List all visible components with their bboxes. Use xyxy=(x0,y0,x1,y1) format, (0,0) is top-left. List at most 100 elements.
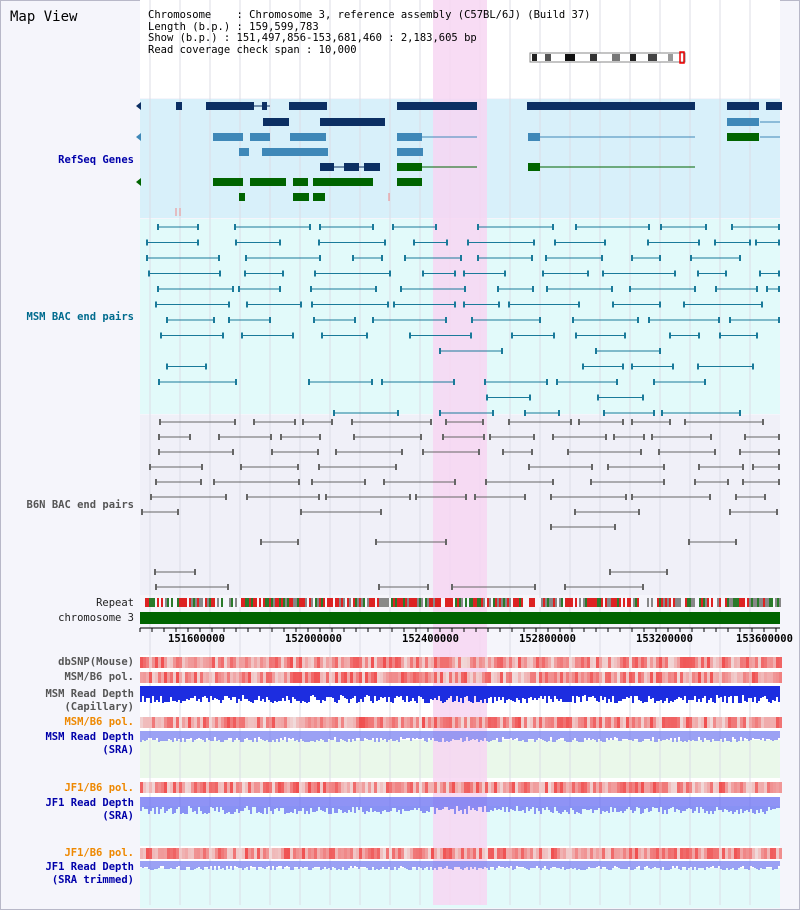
depth-bar xyxy=(242,797,244,811)
depth-bar xyxy=(534,686,536,698)
polymorphism-cell xyxy=(311,782,314,793)
repeat-mark xyxy=(761,598,763,607)
depth-bar xyxy=(456,731,458,740)
polymorphism-cell xyxy=(512,848,515,859)
depth-bar xyxy=(548,861,550,870)
polymorphism-cell xyxy=(593,672,596,683)
depth-bar xyxy=(726,731,728,741)
polymorphism-cell xyxy=(317,848,320,859)
depth-bar xyxy=(366,731,368,739)
polymorphism-cell xyxy=(599,672,602,683)
track-label-dbsnp: dbSNP(Mouse) xyxy=(58,656,134,668)
repeat-mark xyxy=(611,598,613,607)
depth-bar xyxy=(468,861,470,870)
polymorphism-cell xyxy=(608,717,611,728)
depth-bar xyxy=(498,686,500,697)
track-label-refseq[interactable]: RefSeq Genes xyxy=(58,154,134,166)
polymorphism-cell xyxy=(374,657,377,668)
track-label-jf1-depth-sra: JF1 Read Depth xyxy=(45,797,134,809)
polymorphism-cell xyxy=(581,782,584,793)
polymorphism-cell xyxy=(599,848,602,859)
polymorphism-cell xyxy=(590,782,593,793)
track-label-msm-bac[interactable]: MSM BAC end pairs xyxy=(26,311,134,323)
gene-block xyxy=(528,133,540,141)
polymorphism-cell xyxy=(578,782,581,793)
depth-bar xyxy=(522,861,524,867)
polymorphism-cell xyxy=(524,848,527,859)
repeat-mark xyxy=(159,598,161,607)
polymorphism-cell xyxy=(578,672,581,683)
polymorphism-cell xyxy=(512,717,515,728)
bac-end xyxy=(309,224,311,230)
polymorphism-cell xyxy=(287,782,290,793)
polymorphism-cell xyxy=(197,717,200,728)
polymorphism-cell xyxy=(398,782,401,793)
polymorphism-cell xyxy=(269,657,272,668)
polymorphism-cell xyxy=(620,717,623,728)
repeat-mark xyxy=(623,598,625,607)
depth-bar xyxy=(678,686,680,697)
depth-bar xyxy=(304,797,306,814)
polymorphism-cell xyxy=(644,717,647,728)
depth-bar xyxy=(390,797,392,811)
depth-bar xyxy=(220,686,222,703)
repeat-mark xyxy=(691,598,693,607)
depth-bar xyxy=(304,861,306,867)
depth-bar xyxy=(478,861,480,868)
repeat-mark xyxy=(749,598,751,607)
polymorphism-cell xyxy=(737,657,740,668)
polymorphism-cell xyxy=(425,782,428,793)
depth-bar xyxy=(384,861,386,869)
depth-bar xyxy=(532,797,534,807)
repeat-mark xyxy=(779,598,781,607)
polymorphism-cell xyxy=(716,672,719,683)
polymorphism-cell xyxy=(725,717,728,728)
repeat-mark xyxy=(237,598,239,607)
depth-bar xyxy=(526,797,528,807)
polymorphism-cell xyxy=(638,672,641,683)
polymorphism-cell xyxy=(230,782,233,793)
depth-bar xyxy=(154,686,156,702)
depth-bar xyxy=(144,686,146,702)
polymorphism-cell xyxy=(197,657,200,668)
polymorphism-cell xyxy=(425,672,428,683)
depth-bar xyxy=(558,731,560,739)
depth-bar xyxy=(168,686,170,702)
polymorphism-cell xyxy=(764,848,767,859)
depth-bar xyxy=(532,731,534,739)
depth-bar xyxy=(776,731,778,740)
depth-bar xyxy=(234,731,236,740)
depth-bar xyxy=(722,731,724,742)
depth-bar xyxy=(162,731,164,741)
depth-bar xyxy=(416,861,418,870)
polymorphism-cell xyxy=(188,848,191,859)
depth-bar xyxy=(404,686,406,702)
track-label-b6n-bac[interactable]: B6N BAC end pairs xyxy=(26,499,134,511)
depth-bar xyxy=(598,861,600,866)
depth-bar xyxy=(432,861,434,870)
polymorphism-cell xyxy=(350,782,353,793)
bac-end xyxy=(739,255,741,261)
depth-bar xyxy=(154,731,156,740)
depth-bar xyxy=(502,686,504,697)
polymorphism-cell xyxy=(368,657,371,668)
bac-end xyxy=(228,317,230,323)
polymorphism-cell xyxy=(239,782,242,793)
bac-end xyxy=(194,569,196,575)
polymorphism-cell xyxy=(161,672,164,683)
bac-end xyxy=(735,494,737,500)
depth-bar xyxy=(434,686,436,698)
depth-bar xyxy=(372,797,374,812)
polymorphism-cell xyxy=(395,782,398,793)
depth-bar xyxy=(232,797,234,814)
depth-bar xyxy=(184,731,186,742)
polymorphism-cell xyxy=(557,848,560,859)
depth-bar xyxy=(342,797,344,813)
depth-bar xyxy=(294,731,296,741)
depth-bar xyxy=(288,797,290,813)
depth-bar xyxy=(704,861,706,870)
depth-bar xyxy=(674,797,676,812)
depth-bar xyxy=(650,731,652,741)
bac-end xyxy=(240,464,242,470)
